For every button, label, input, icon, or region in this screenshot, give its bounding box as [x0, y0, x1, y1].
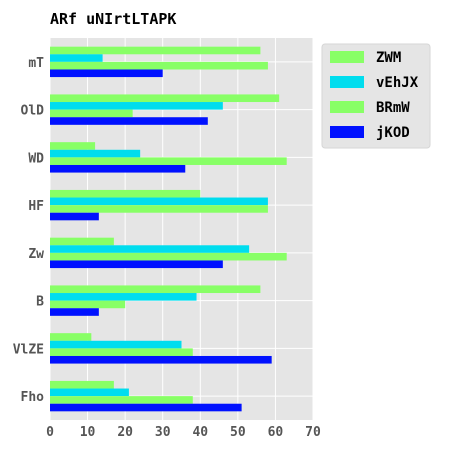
- bar-BRmW-OlD: [50, 109, 133, 118]
- y-tick-label: B: [36, 295, 44, 310]
- bar-BRmW-mT: [50, 61, 268, 70]
- bar-BRmW-B: [50, 300, 126, 309]
- x-tick-label: 60: [268, 425, 284, 440]
- bar-jKOD-Zw: [50, 260, 223, 269]
- bar-jKOD-mT: [50, 69, 163, 78]
- bar-ZWM-HF: [50, 189, 201, 198]
- x-tick-label: 10: [80, 425, 96, 440]
- legend-label-ZWM: ZWM: [376, 50, 401, 66]
- bar-vEhJX-VlZE: [50, 340, 182, 349]
- x-tick-label: 30: [155, 425, 171, 440]
- bar-jKOD-WD: [50, 164, 186, 173]
- bar-vEhJX-OlD: [50, 102, 223, 110]
- y-tick-label: VlZE: [13, 342, 44, 357]
- x-tick-label: 0: [46, 425, 54, 440]
- y-tick-label: WD: [28, 151, 44, 166]
- x-tick-label: 40: [192, 425, 208, 440]
- bar-ZWM-Fho: [50, 380, 114, 389]
- x-tick-label: 50: [230, 425, 246, 440]
- bar-jKOD-HF: [50, 212, 99, 221]
- chart-title: ARf uNIrtLTAPK: [50, 10, 176, 28]
- bar-jKOD-Fho: [50, 403, 242, 412]
- x-axis-labels: 0 10 20 30 40 50 60 70: [46, 425, 321, 440]
- y-tick-label: Zw: [28, 247, 44, 262]
- bars: [50, 46, 287, 412]
- bar-ZWM-WD: [50, 142, 96, 150]
- legend-swatch-BRmW: [330, 101, 364, 113]
- legend-swatch-vEhJX: [330, 76, 364, 88]
- bar-vEhJX-Fho: [50, 388, 129, 397]
- bar-BRmW-HF: [50, 205, 268, 213]
- legend-swatch-jKOD: [330, 126, 364, 138]
- bar-vEhJX-Zw: [50, 245, 250, 253]
- bar-jKOD-OlD: [50, 117, 208, 125]
- y-axis-labels: mT OlD WD HF Zw B VlZE Fho: [13, 56, 44, 405]
- bar-vEhJX-WD: [50, 149, 141, 158]
- legend-label-jKOD: jKOD: [376, 125, 410, 141]
- bar-ZWM-mT: [50, 46, 261, 55]
- bar-vEhJX-mT: [50, 54, 103, 62]
- bar-vEhJX-B: [50, 293, 197, 301]
- bar-ZWM-Zw: [50, 237, 114, 246]
- legend-swatch-ZWM: [330, 51, 364, 63]
- x-tick-label: 20: [117, 425, 133, 440]
- y-tick-label: mT: [28, 56, 44, 71]
- y-tick-label: HF: [28, 199, 44, 214]
- y-tick-label: OlD: [21, 104, 45, 119]
- bar-vEhJX-HF: [50, 197, 268, 206]
- bar-BRmW-Zw: [50, 252, 287, 261]
- legend-label-BRmW: BRmW: [376, 100, 410, 116]
- x-tick-label: 70: [305, 425, 321, 440]
- bar-ZWM-VlZE: [50, 333, 92, 341]
- legend-label-vEhJX: vEhJX: [376, 75, 419, 91]
- legend-box: [321, 43, 431, 149]
- bar-ZWM-OlD: [50, 94, 280, 103]
- bar-BRmW-Fho: [50, 396, 193, 404]
- bar-BRmW-WD: [50, 157, 287, 165]
- y-tick-label: Fho: [21, 390, 45, 405]
- legend: ZWM vEhJX BRmW jKOD: [321, 43, 431, 149]
- bar-ZWM-B: [50, 285, 261, 294]
- bar-jKOD-B: [50, 308, 99, 316]
- bar-BRmW-VlZE: [50, 348, 193, 356]
- bar-jKOD-VlZE: [50, 355, 272, 364]
